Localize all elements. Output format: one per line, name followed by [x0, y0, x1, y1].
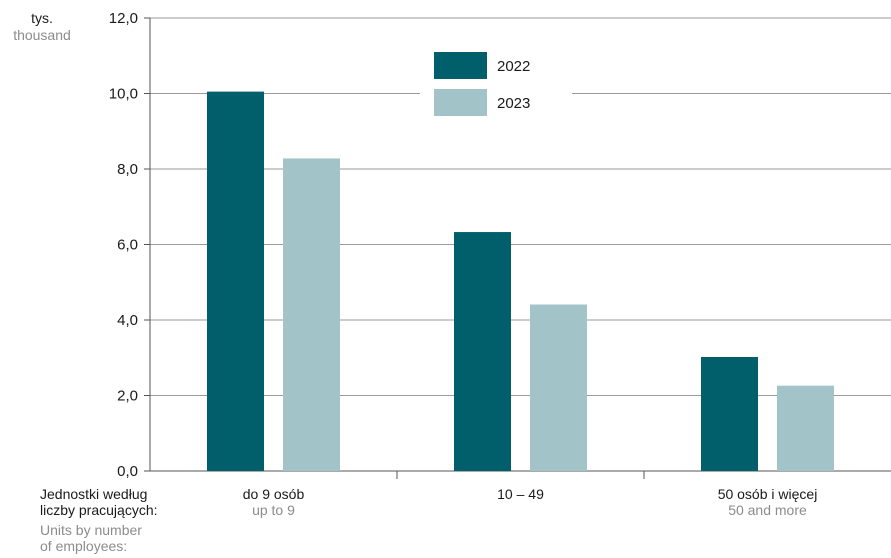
category-label-en: up to 9 [252, 502, 295, 518]
y-unit-label-pl: tys. [31, 10, 53, 26]
x-axis-label-pl-line1: Jednostki według [40, 486, 147, 502]
y-tick-label: 10,0 [109, 86, 138, 103]
category-label-pl: do 9 osób [243, 486, 305, 502]
bar-2023-2 [530, 304, 587, 471]
legend-label-2023: 2023 [497, 95, 530, 112]
bars [207, 91, 834, 472]
x-axis-label-en-line2: of employees: [40, 538, 127, 554]
legend-label-2022: 2022 [497, 58, 530, 75]
bar-2022-1 [207, 91, 264, 472]
legend-swatch-2023 [434, 89, 487, 116]
category-label-en: 50 and more [728, 502, 807, 518]
y-tick-label: 12,0 [109, 10, 138, 27]
y-tick-label: 2,0 [117, 388, 138, 405]
y-tick-label: 8,0 [117, 161, 138, 178]
y-tick-label: 4,0 [117, 312, 138, 329]
x-axis-label-pl-line2: liczby pracujących: [40, 502, 158, 518]
y-tick-label: 6,0 [117, 237, 138, 254]
category-label-pl: 50 osób i więcej [718, 486, 818, 502]
bar-2022-2 [454, 232, 511, 471]
x-axis-label-en-line1: Units by number [40, 522, 142, 538]
legend-swatch-2022 [434, 52, 487, 79]
bar-2023-3 [777, 385, 834, 471]
category-label-pl: 10 – 49 [497, 486, 544, 502]
bar-2023-1 [283, 158, 340, 471]
bar-2022-3 [701, 356, 758, 471]
y-unit-label-en: thousand [13, 27, 71, 43]
y-tick-label: 0,0 [117, 463, 138, 480]
legend: 2022 2023 [420, 44, 572, 124]
y-axis: 0,0 2,0 4,0 6,0 8,0 10,0 12,0 [109, 10, 151, 480]
